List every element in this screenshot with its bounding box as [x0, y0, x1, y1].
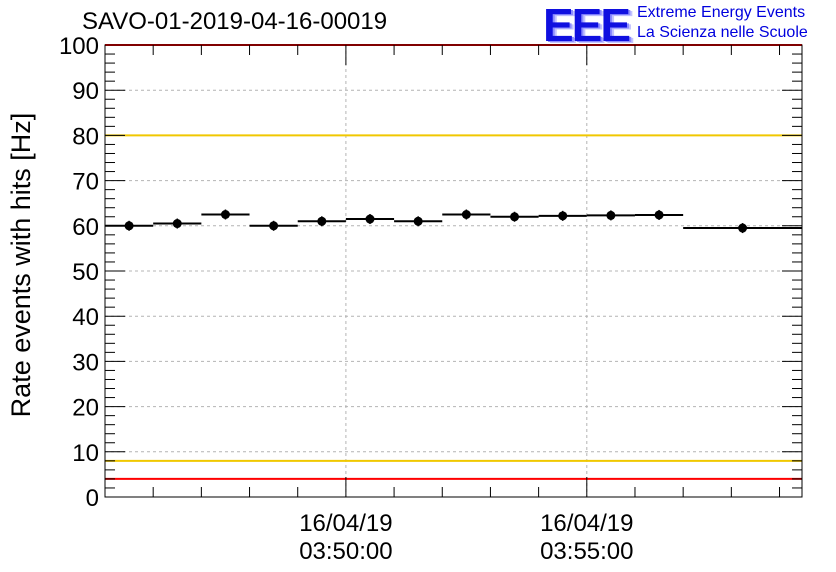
- x-tick-time-label: 03:55:00: [540, 538, 633, 565]
- grid-lines: [105, 45, 802, 497]
- y-axis-title: Rate events with hits [Hz]: [6, 113, 36, 418]
- eee-logo-mark: EEE: [543, 0, 631, 51]
- x-tick-date-label: 16/04/19: [540, 510, 633, 537]
- y-tick-label: 80: [72, 123, 99, 150]
- y-tick-label: 30: [72, 349, 99, 376]
- x-tick-time-label: 03:50:00: [299, 538, 392, 565]
- data-point: [124, 221, 134, 231]
- run-title: SAVO-01-2019-04-16-00019: [82, 8, 388, 35]
- data-point: [365, 214, 375, 224]
- y-tick-label: 40: [72, 304, 99, 331]
- y-tick-label: 70: [72, 169, 99, 196]
- data-point: [654, 210, 664, 220]
- data-point: [269, 221, 279, 231]
- data-point: [172, 219, 182, 229]
- y-tick-label: 60: [72, 214, 99, 241]
- data-point: [738, 223, 748, 233]
- data-point: [606, 210, 616, 220]
- axis-ticks: [104, 44, 802, 498]
- x-tick-date-label: 16/04/19: [299, 510, 392, 537]
- data-point: [413, 216, 423, 226]
- data-series: [105, 209, 802, 234]
- y-tick-label: 20: [72, 395, 99, 422]
- data-point: [317, 216, 327, 226]
- reference-lines: [105, 44, 802, 480]
- data-point: [461, 210, 471, 219]
- y-tick-label: 0: [86, 485, 99, 512]
- logo-subtitle-2: La Scienza nelle Scuole: [637, 24, 808, 41]
- data-point: [510, 212, 520, 222]
- data-point: [558, 211, 568, 221]
- data-point: [220, 210, 230, 219]
- y-tick-label: 100: [59, 33, 99, 60]
- logo-subtitle-1: Extreme Energy Events: [637, 4, 806, 21]
- y-tick-label: 50: [72, 259, 99, 286]
- y-tick-label: 10: [72, 440, 99, 467]
- y-tick-label: 90: [72, 78, 99, 105]
- axis-labels: 010203040506070809010016/04/1903:50:0016…: [6, 33, 634, 565]
